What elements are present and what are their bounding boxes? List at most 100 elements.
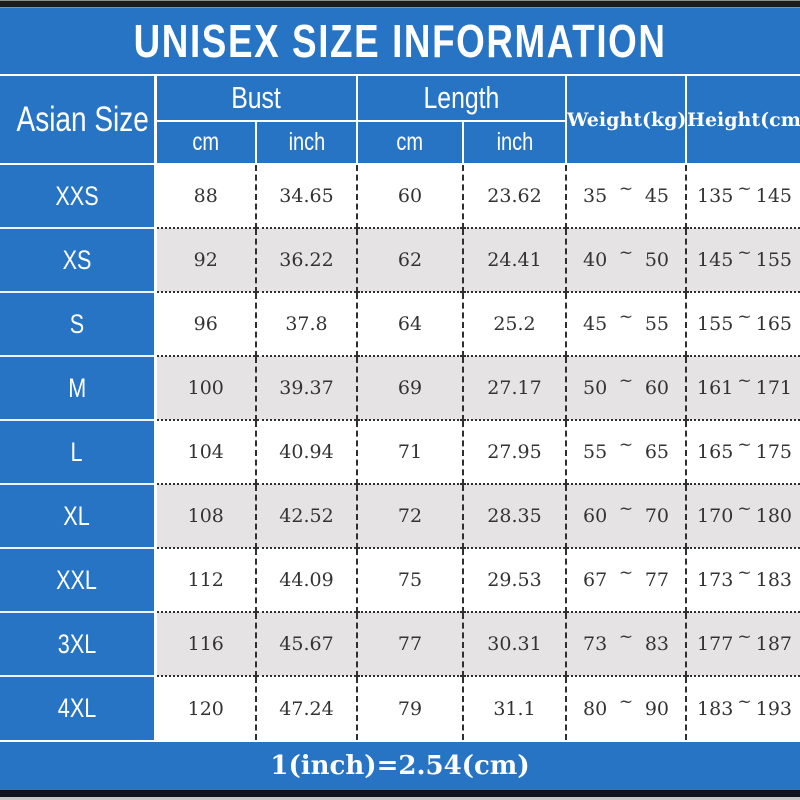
weight-range: 35 ~ 45 (565, 164, 687, 228)
height-max: 165 (755, 313, 793, 335)
height-min: 155 (697, 313, 734, 335)
height-max: 175 (755, 441, 793, 463)
tilde-symbol: ~ (618, 563, 634, 583)
header-asian-size: Asian Size (0, 76, 157, 165)
weight-max: 77 (644, 569, 670, 591)
weight-range: 60 ~ 70 (565, 483, 687, 548)
bottom-border-bar (0, 790, 800, 800)
bust-inch-value: 39.37 (255, 355, 357, 420)
weight-range: 45 ~ 55 (565, 291, 687, 356)
weight-range: 50 ~ 60 (565, 355, 687, 420)
length-cm-value: 77 (356, 611, 463, 676)
page-title-text: UNISEX SIZE INFORMATION (133, 15, 667, 67)
size-label: XXL (56, 564, 98, 595)
top-border-bar (0, 0, 800, 8)
size-label: XXS (55, 180, 99, 211)
height-max: 145 (755, 185, 793, 207)
length-inch-value: 28.35 (461, 483, 567, 548)
tilde-symbol: ~ (737, 691, 752, 712)
tilde-symbol: ~ (737, 435, 752, 455)
table-row: XXL 112 44.09 75 29.53 67 ~ 77 173 ~ 183 (0, 547, 800, 612)
bust-inch-value: 44.09 (255, 547, 357, 612)
tilde-symbol: ~ (618, 307, 634, 327)
height-max: 155 (755, 249, 793, 271)
length-inch-value: 30.31 (461, 611, 567, 676)
size-table-body: XXS 88 34.65 60 23.62 35 ~ 45 135 ~ 145 … (0, 164, 800, 740)
weight-min: 55 (583, 441, 608, 463)
height-range: 155 ~ 165 (685, 291, 800, 356)
weight-min: 35 (583, 185, 608, 207)
bust-cm-value: 116 (155, 611, 256, 676)
height-min: 145 (697, 249, 734, 271)
tilde-symbol: ~ (737, 371, 752, 391)
height-range: 165 ~ 175 (685, 419, 800, 484)
tilde-symbol: ~ (618, 243, 634, 263)
table-row: 3XL 116 45.67 77 30.31 73 ~ 83 177 ~ 187 (0, 611, 800, 676)
tilde-symbol: ~ (618, 179, 634, 199)
height-max: 187 (755, 633, 793, 655)
length-cm-value: 71 (356, 419, 463, 484)
height-range: 183 ~ 193 (685, 675, 800, 740)
header-height: Height(cm) (685, 76, 800, 165)
size-table-header: Asian Size Bust Length Weight(kg) Height… (0, 76, 800, 165)
tilde-symbol: ~ (618, 435, 634, 455)
bust-inch-value: 47.24 (255, 675, 357, 740)
header-length: Length (357, 76, 568, 122)
height-max: 171 (755, 377, 793, 399)
bust-cm-value: 104 (155, 419, 256, 484)
table-row: L 104 40.94 71 27.95 55 ~ 65 165 ~ 175 (0, 419, 800, 484)
height-min: 183 (697, 697, 734, 720)
height-min: 165 (697, 441, 734, 463)
length-cm-value: 64 (356, 291, 463, 356)
weight-max: 90 (644, 697, 670, 720)
table-row: S 96 37.8 64 25.2 45 ~ 55 155 ~ 165 (0, 291, 800, 356)
length-inch-value: 29.53 (461, 547, 567, 612)
size-cell: XS (0, 227, 157, 292)
bust-cm-value: 96 (155, 291, 256, 356)
length-cm-value: 60 (356, 164, 463, 228)
conversion-note-text: 1(inch)=2.54(cm) (270, 751, 530, 781)
header-bust: Bust (155, 76, 358, 122)
size-cell: XXS (0, 164, 157, 228)
length-inch-value: 31.1 (461, 675, 567, 740)
tilde-symbol: ~ (737, 563, 752, 583)
size-label: 4XL (57, 693, 96, 723)
conversion-note: 1(inch)=2.54(cm) (0, 740, 800, 790)
header-length-inch: inch (463, 121, 567, 165)
tilde-symbol: ~ (737, 499, 752, 519)
bust-cm-value: 112 (155, 547, 256, 612)
bust-inch-value: 40.94 (255, 419, 357, 484)
height-min: 170 (697, 505, 734, 527)
table-row: XS 92 36.22 62 24.41 40 ~ 50 145 ~ 155 (0, 227, 800, 292)
tilde-symbol: ~ (737, 627, 752, 647)
weight-max: 45 (644, 185, 670, 207)
height-min: 135 (697, 185, 734, 207)
bust-cm-value: 100 (155, 355, 256, 420)
tilde-symbol: ~ (618, 627, 634, 647)
height-range: 177 ~ 187 (685, 611, 800, 676)
weight-min: 73 (583, 633, 608, 655)
size-cell: 3XL (0, 611, 157, 676)
length-inch-value: 24.41 (461, 227, 567, 292)
weight-min: 40 (583, 249, 608, 271)
size-label: S (69, 308, 84, 339)
tilde-symbol: ~ (737, 307, 752, 327)
weight-max: 50 (644, 249, 670, 271)
height-range: 135 ~ 145 (685, 164, 800, 228)
weight-range: 73 ~ 83 (565, 611, 687, 676)
size-label: M (67, 372, 86, 403)
height-range: 170 ~ 180 (685, 483, 800, 548)
size-cell: M (0, 355, 157, 420)
height-max: 183 (755, 569, 793, 591)
bust-cm-value: 108 (155, 483, 256, 548)
tilde-symbol: ~ (618, 691, 634, 712)
height-min: 161 (697, 377, 734, 399)
length-cm-value: 79 (356, 675, 463, 740)
weight-range: 40 ~ 50 (565, 227, 687, 292)
height-max: 193 (755, 697, 793, 720)
bust-inch-value: 36.22 (255, 227, 357, 292)
height-range: 173 ~ 183 (685, 547, 800, 612)
size-label: 3XL (57, 628, 96, 659)
weight-min: 80 (583, 697, 608, 720)
size-cell: XXL (0, 547, 157, 612)
